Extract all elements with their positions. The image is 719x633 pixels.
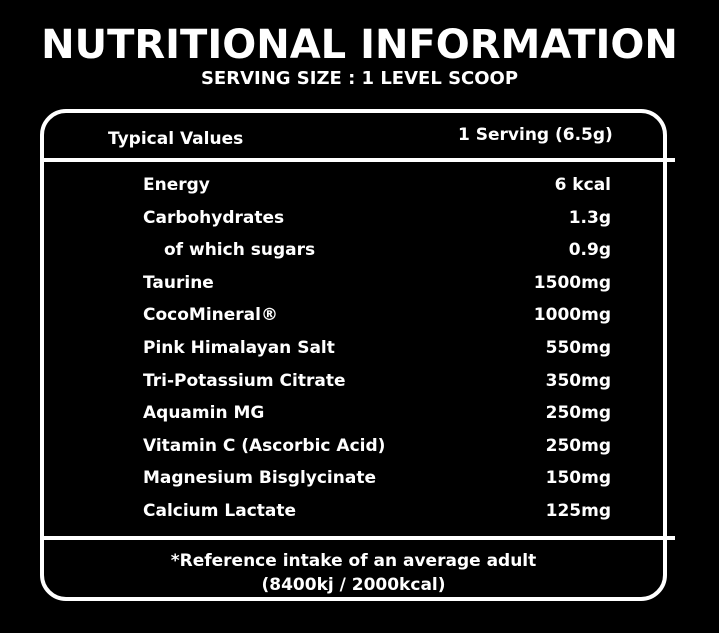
row-value: 1000mg [533,305,611,326]
row-label: Pink Himalayan Salt [143,338,335,358]
row-label: of which sugars [164,240,316,261]
row-label: Vitamin C (Ascorbic Acid) [143,435,386,456]
divider [40,158,675,162]
title: NUTRITIONAL INFORMATION [41,22,678,68]
footnote: *Reference intake of an average adult [170,551,537,571]
row-value: 0.9g [568,240,611,261]
row-label: Magnesium Bisglycinate [143,468,376,489]
row-value: 250mg [545,435,611,456]
footnote: (8400kj / 2000kcal) [261,575,446,595]
row-value: 6 kcal [554,175,611,195]
row-label: Calcium Lactate [143,501,297,521]
row-value: 1500mg [533,272,611,293]
column-header: Typical Values [108,129,244,149]
row-value: 550mg [545,338,611,358]
row-value: 1.3g [568,207,611,228]
divider [40,536,675,540]
row-label: Carbohydrates [143,207,285,228]
row-value: 350mg [545,370,611,391]
row-value: 150mg [545,468,611,489]
subtitle: SERVING SIZE : 1 LEVEL SCOOP [200,68,519,89]
row-label: Aquamin MG [143,403,265,424]
column-header: 1 Serving (6.5g) [458,125,613,145]
row-label: Taurine [143,272,214,293]
row-value: 250mg [545,403,611,424]
row-label: CocoMineral® [143,305,278,326]
row-value: 125mg [545,501,611,521]
row-label: Energy [143,175,210,195]
nutrition-table: Typical Values 1 Serving (6.5g) Energy 6 … [40,109,675,601]
row-label: Tri-Potassium Citrate [143,370,346,391]
